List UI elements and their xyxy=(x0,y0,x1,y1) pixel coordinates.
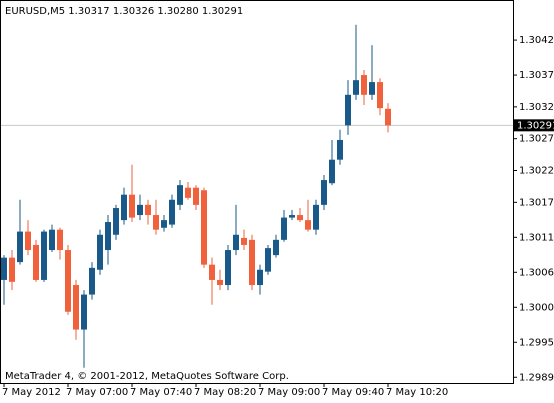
candle-body xyxy=(169,199,175,225)
candle-body xyxy=(121,194,127,221)
watermark: MetaTrader 4, © 2001-2012, MetaQuotes So… xyxy=(5,371,289,382)
x-tick-label: 7 May 09:00 xyxy=(258,387,320,398)
candle-body xyxy=(329,159,335,184)
y-tick-label: 1.30115 xyxy=(519,232,554,243)
y-tick-label: 1.30170 xyxy=(519,197,554,208)
candle-body xyxy=(201,190,207,265)
candle-body xyxy=(193,187,199,205)
candle-body xyxy=(345,94,351,126)
candle-body xyxy=(105,222,111,251)
x-tick-label: 7 May 2012 xyxy=(2,387,61,398)
candle-body xyxy=(97,234,103,270)
candle-body xyxy=(321,180,327,205)
candle-body xyxy=(385,108,391,126)
candle-body xyxy=(113,208,119,235)
x-tick-label: 7 May 08:20 xyxy=(194,387,256,398)
candle-body xyxy=(73,285,79,330)
y-tick-label: 1.30370 xyxy=(519,70,554,81)
candle-body xyxy=(313,204,319,230)
candle-body xyxy=(137,204,143,216)
candle-body xyxy=(177,185,183,205)
candle-body xyxy=(9,257,15,282)
last-price-box xyxy=(514,119,554,132)
candle-body xyxy=(17,231,23,263)
candle-body xyxy=(249,239,255,286)
y-tick-label: 1.30320 xyxy=(519,102,554,113)
y-tick-label: 1.30425 xyxy=(519,35,554,46)
candle-body xyxy=(145,204,151,216)
candle-body xyxy=(153,215,159,230)
candle-body xyxy=(353,80,359,95)
candle-body xyxy=(209,264,215,280)
plot-frame xyxy=(0,0,514,384)
candle-body xyxy=(25,231,31,251)
y-tick-label: 1.30270 xyxy=(519,134,554,145)
chart-title: EURUSD,M5 1.30317 1.30326 1.30280 1.3029… xyxy=(5,6,243,17)
candle-body xyxy=(161,220,167,228)
candle-body xyxy=(65,250,71,312)
candle-body xyxy=(185,187,191,198)
candle-body xyxy=(225,250,231,286)
y-tick-label: 1.29895 xyxy=(519,372,554,383)
candle-body xyxy=(57,229,63,251)
candle-body xyxy=(233,234,239,251)
y-tick-label: 1.30005 xyxy=(519,302,554,313)
candle-body xyxy=(377,82,383,109)
candle-body xyxy=(281,217,287,240)
candle-body xyxy=(89,267,95,295)
candle-body xyxy=(297,215,303,221)
candle-body xyxy=(1,257,7,280)
x-tick-label: 7 May 07:00 xyxy=(66,387,128,398)
candle-body xyxy=(241,237,247,245)
candle-body xyxy=(217,279,223,286)
candle-body xyxy=(361,75,367,95)
y-tick-label: 1.30220 xyxy=(519,166,554,177)
candle-body xyxy=(369,82,375,95)
candle-body xyxy=(49,229,55,251)
x-tick-label: 7 May 07:40 xyxy=(130,387,192,398)
candle-body xyxy=(33,244,39,280)
x-tick-label: 7 May 09:40 xyxy=(322,387,384,398)
candle-body xyxy=(265,248,271,272)
candle-body xyxy=(337,139,343,160)
candle-body xyxy=(81,294,87,330)
x-tick-label: 7 May 10:20 xyxy=(386,387,448,398)
y-tick-label: 1.30060 xyxy=(519,267,554,278)
candle-body xyxy=(305,220,311,230)
last-price-label: 1.30291 xyxy=(517,120,554,131)
candle-body xyxy=(289,215,295,218)
candle-body xyxy=(129,194,135,218)
candle-body xyxy=(41,231,47,280)
y-tick-label: 1.29950 xyxy=(519,337,554,348)
candle-body xyxy=(273,239,279,256)
candle-body xyxy=(257,269,263,286)
